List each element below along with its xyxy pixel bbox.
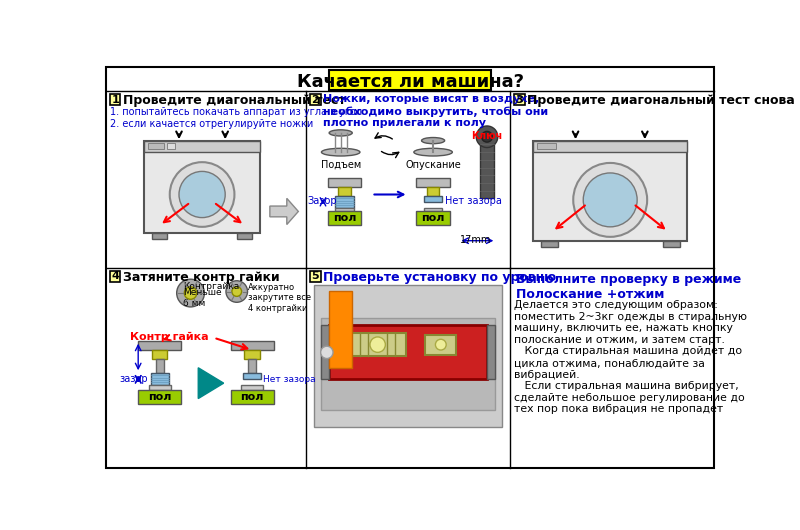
FancyBboxPatch shape — [480, 137, 494, 198]
FancyBboxPatch shape — [427, 187, 439, 196]
Text: пол: пол — [148, 392, 171, 402]
FancyBboxPatch shape — [662, 241, 679, 247]
FancyBboxPatch shape — [329, 70, 491, 90]
Text: Аккуратно
закрутите все
4 контргайки: Аккуратно закрутите все 4 контргайки — [248, 283, 311, 313]
FancyBboxPatch shape — [245, 350, 260, 359]
FancyBboxPatch shape — [230, 390, 274, 404]
Circle shape — [435, 339, 446, 350]
FancyBboxPatch shape — [424, 208, 442, 211]
FancyBboxPatch shape — [242, 385, 263, 390]
FancyBboxPatch shape — [156, 359, 164, 373]
FancyBboxPatch shape — [514, 94, 525, 105]
Text: 1. попытайтесь покачать аппарат из угла в угол
2. если качается отрегулируйте но: 1. попытайтесь покачать аппарат из угла … — [110, 108, 362, 129]
FancyBboxPatch shape — [534, 140, 687, 152]
FancyBboxPatch shape — [144, 140, 260, 152]
FancyBboxPatch shape — [138, 390, 182, 404]
Text: Проведите диагональный тест: Проведите диагональный тест — [122, 94, 346, 108]
FancyBboxPatch shape — [149, 385, 170, 390]
Text: Зазор: Зазор — [307, 196, 338, 206]
Circle shape — [170, 162, 234, 227]
Circle shape — [179, 171, 226, 218]
Polygon shape — [198, 368, 224, 399]
FancyBboxPatch shape — [329, 291, 352, 368]
FancyBboxPatch shape — [322, 325, 329, 379]
FancyBboxPatch shape — [537, 143, 556, 149]
Ellipse shape — [329, 130, 352, 136]
FancyBboxPatch shape — [152, 350, 167, 359]
FancyBboxPatch shape — [310, 271, 321, 281]
FancyBboxPatch shape — [322, 317, 494, 410]
Text: Качается ли машина?: Качается ли машина? — [297, 73, 523, 91]
FancyBboxPatch shape — [237, 233, 252, 239]
Circle shape — [226, 281, 247, 302]
Text: Опускание: Опускание — [406, 160, 461, 170]
FancyBboxPatch shape — [148, 143, 164, 149]
FancyBboxPatch shape — [230, 341, 274, 350]
FancyBboxPatch shape — [328, 178, 362, 187]
Text: Меньше
6 мм: Меньше 6 мм — [183, 288, 222, 308]
Circle shape — [574, 163, 647, 237]
Ellipse shape — [322, 148, 360, 156]
Text: Проведите диагональный тест снова: Проведите диагональный тест снова — [527, 94, 794, 108]
FancyBboxPatch shape — [248, 359, 256, 373]
FancyBboxPatch shape — [152, 233, 167, 239]
Text: Ключ: Ключ — [471, 131, 502, 142]
Circle shape — [482, 131, 492, 142]
FancyBboxPatch shape — [138, 341, 182, 350]
FancyBboxPatch shape — [328, 211, 362, 225]
Circle shape — [583, 173, 637, 227]
FancyBboxPatch shape — [541, 241, 558, 247]
FancyBboxPatch shape — [335, 208, 354, 211]
FancyBboxPatch shape — [426, 334, 456, 355]
Text: Выполните проверку в режиме
Полоскание +отжим: Выполните проверку в режиме Полоскание +… — [516, 273, 742, 301]
FancyBboxPatch shape — [314, 285, 502, 427]
FancyBboxPatch shape — [329, 325, 487, 379]
Circle shape — [370, 337, 386, 352]
Circle shape — [177, 279, 205, 307]
FancyBboxPatch shape — [110, 94, 121, 105]
Text: пол: пол — [241, 392, 264, 402]
Text: 17mm: 17mm — [460, 235, 491, 244]
Text: Контргайка: Контргайка — [183, 282, 239, 292]
Text: Нет зазора: Нет зазора — [445, 196, 502, 206]
FancyBboxPatch shape — [310, 94, 321, 105]
Circle shape — [184, 287, 197, 299]
FancyBboxPatch shape — [106, 67, 714, 468]
Circle shape — [232, 287, 242, 296]
FancyBboxPatch shape — [167, 143, 175, 149]
Circle shape — [476, 126, 498, 147]
FancyBboxPatch shape — [424, 196, 442, 202]
Ellipse shape — [414, 148, 452, 156]
Text: пол: пол — [422, 214, 445, 223]
FancyBboxPatch shape — [335, 196, 354, 208]
Text: Проверьте установку по уровню: Проверьте установку по уровню — [323, 271, 556, 284]
Text: Делается это следующим образом:
поместить 2~3кг одежды в стиральную
машину, вклю: Делается это следующим образом: поместит… — [514, 300, 747, 414]
FancyBboxPatch shape — [338, 187, 350, 196]
Text: 1: 1 — [111, 95, 119, 105]
Text: Ножки, которые висят в воздухе,
необходимо выкрутить, чтобы они
плотно прилегали: Ножки, которые висят в воздухе, необходи… — [323, 94, 548, 128]
Text: 5: 5 — [311, 271, 319, 281]
FancyBboxPatch shape — [150, 373, 169, 385]
Text: Контр гайка: Контр гайка — [130, 332, 209, 342]
Circle shape — [321, 346, 333, 358]
Text: Затяните контр гайки: Затяните контр гайки — [122, 271, 279, 284]
FancyBboxPatch shape — [110, 271, 121, 281]
Ellipse shape — [422, 137, 445, 144]
Text: 4: 4 — [111, 271, 119, 281]
FancyBboxPatch shape — [534, 140, 687, 241]
Polygon shape — [270, 198, 298, 225]
Text: пол: пол — [333, 214, 356, 223]
FancyBboxPatch shape — [243, 373, 262, 379]
FancyBboxPatch shape — [487, 325, 494, 379]
Text: Нет зазора: Нет зазора — [263, 375, 315, 384]
FancyBboxPatch shape — [144, 140, 260, 233]
Text: 2: 2 — [311, 95, 319, 105]
Text: зазор: зазор — [120, 374, 148, 384]
FancyBboxPatch shape — [416, 178, 450, 187]
FancyBboxPatch shape — [349, 333, 406, 356]
Text: Подъем: Подъем — [321, 160, 361, 170]
Text: 3: 3 — [515, 95, 523, 105]
FancyBboxPatch shape — [416, 211, 450, 225]
